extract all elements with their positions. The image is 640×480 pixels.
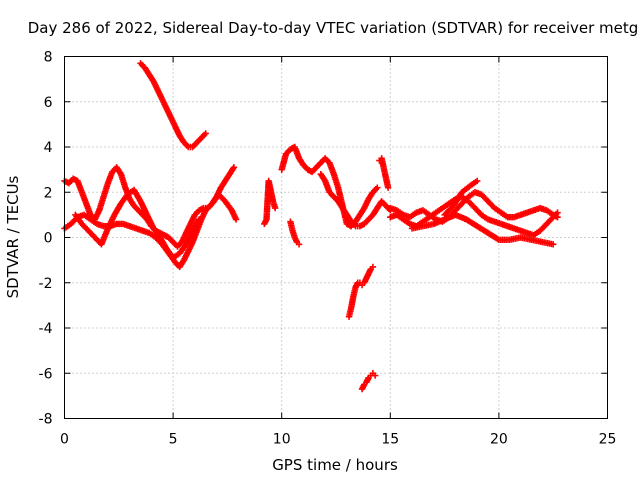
y-axis-label: SDTVAR / TECUs [4, 175, 22, 298]
y-tick-label: 8 [44, 50, 53, 66]
data-point [195, 216, 203, 223]
data-point [271, 204, 279, 212]
data-point [232, 216, 240, 223]
x-tick-label: 10 [273, 432, 291, 448]
data-point [550, 241, 557, 248]
data-point [230, 164, 238, 171]
data-point [473, 177, 481, 185]
x-tick-label: 5 [169, 432, 178, 448]
x-tick-label: 15 [381, 432, 399, 448]
axis-ticks: 0 5 10 15 20 25 -8 -6 -4 -2 0 2 4 6 8 [39, 50, 617, 448]
x-tick-label: 0 [60, 432, 69, 448]
y-tick-label: -8 [39, 412, 53, 428]
data-point [295, 241, 303, 248]
data-point [554, 213, 561, 221]
y-tick-label: -4 [39, 321, 53, 337]
x-axis-label: GPS time / hours [272, 456, 398, 474]
data-point [369, 263, 377, 271]
y-tick-label: 6 [44, 95, 53, 111]
chart-title: Day 286 of 2022, Sidereal Day-to-day VTE… [28, 19, 639, 37]
x-tick-label: 20 [490, 432, 508, 448]
y-tick-label: 4 [44, 140, 53, 156]
data-point [202, 130, 209, 137]
y-tick-label: -2 [39, 276, 53, 292]
y-tick-label: -6 [39, 366, 53, 382]
y-tick-label: 0 [44, 231, 53, 247]
data-point [384, 184, 392, 191]
data-point [374, 184, 381, 191]
data-points [61, 60, 561, 393]
data-point [371, 372, 379, 379]
x-tick-label: 25 [599, 432, 617, 448]
y-tick-label: 2 [44, 185, 53, 201]
